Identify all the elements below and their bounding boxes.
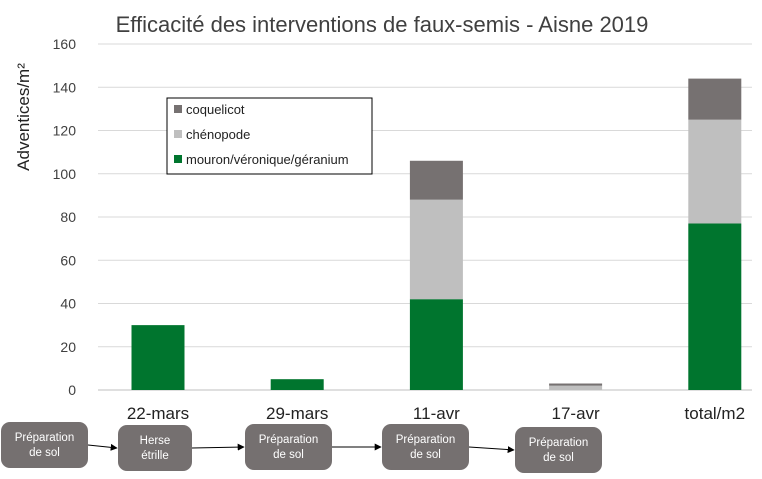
bar-segment (688, 78, 742, 120)
intervention-timeline: Préparation de sol Herse étrille Préparation… (1, 422, 602, 473)
category-label: 29-mars (266, 404, 328, 423)
y-tick-label: 60 (60, 252, 76, 268)
bar-segment (549, 385, 603, 390)
y-axis-label: Adventices/m² (14, 63, 33, 171)
category-label: total/m2 (685, 404, 745, 423)
legend-swatch (174, 155, 182, 163)
intervention-label: Herse étrille (140, 435, 171, 462)
y-tick-label: 120 (53, 123, 77, 139)
intervention-box: Préparation de sol (1, 422, 88, 468)
intervention-box: Préparation de sol (245, 424, 332, 470)
legend: coquelicot chénopode mouron/véronique/géra… (166, 97, 373, 175)
bar-segment (688, 119, 742, 224)
y-tick-label: 0 (68, 382, 76, 398)
y-tick-label: 160 (53, 36, 77, 52)
category-label: 17-avr (552, 404, 601, 423)
y-tick-labels: 0 20 40 60 80 100 120 140 160 (53, 36, 77, 398)
legend-swatch (174, 130, 182, 138)
legend-label: chénopode (186, 127, 250, 142)
bar-segment (549, 383, 603, 386)
y-tick-label: 40 (60, 296, 76, 312)
intervention-label: Préparation de sol (396, 434, 455, 461)
intervention-box: Préparation de sol (382, 424, 469, 470)
timeline-arrow (87, 443, 118, 451)
bars (131, 78, 742, 390)
bar-segment (409, 160, 463, 200)
intervention-label: Préparation de sol (259, 434, 318, 461)
y-tick-label: 140 (53, 79, 77, 95)
timeline-arrow (191, 443, 245, 451)
category-label: 11-avr (413, 404, 460, 423)
category-labels: 22-mars 29-mars 11-avr 17-avr total/m2 (127, 404, 745, 423)
legend-swatch (174, 105, 182, 113)
intervention-label: Préparation de sol (15, 432, 74, 459)
bar-segment (688, 223, 742, 390)
bar-segment (270, 379, 324, 390)
chart-title: Efficacité des interventions de faux-sem… (116, 12, 649, 37)
bar-segment (409, 199, 463, 300)
bar-segment (409, 299, 463, 390)
y-tick-label: 20 (60, 339, 76, 355)
category-label: 22-mars (127, 404, 189, 423)
y-tick-label: 100 (53, 166, 77, 182)
bar-segment (131, 325, 185, 390)
intervention-label: Préparation de sol (529, 437, 588, 464)
intervention-box: Herse étrille (118, 425, 192, 471)
y-tick-label: 80 (60, 209, 76, 225)
legend-box (166, 97, 373, 175)
legend-label: mouron/véronique/géranium (186, 152, 349, 167)
timeline-arrow (468, 446, 515, 454)
intervention-box: Préparation de sol (515, 427, 602, 473)
legend-label: coquelicot (186, 102, 245, 117)
